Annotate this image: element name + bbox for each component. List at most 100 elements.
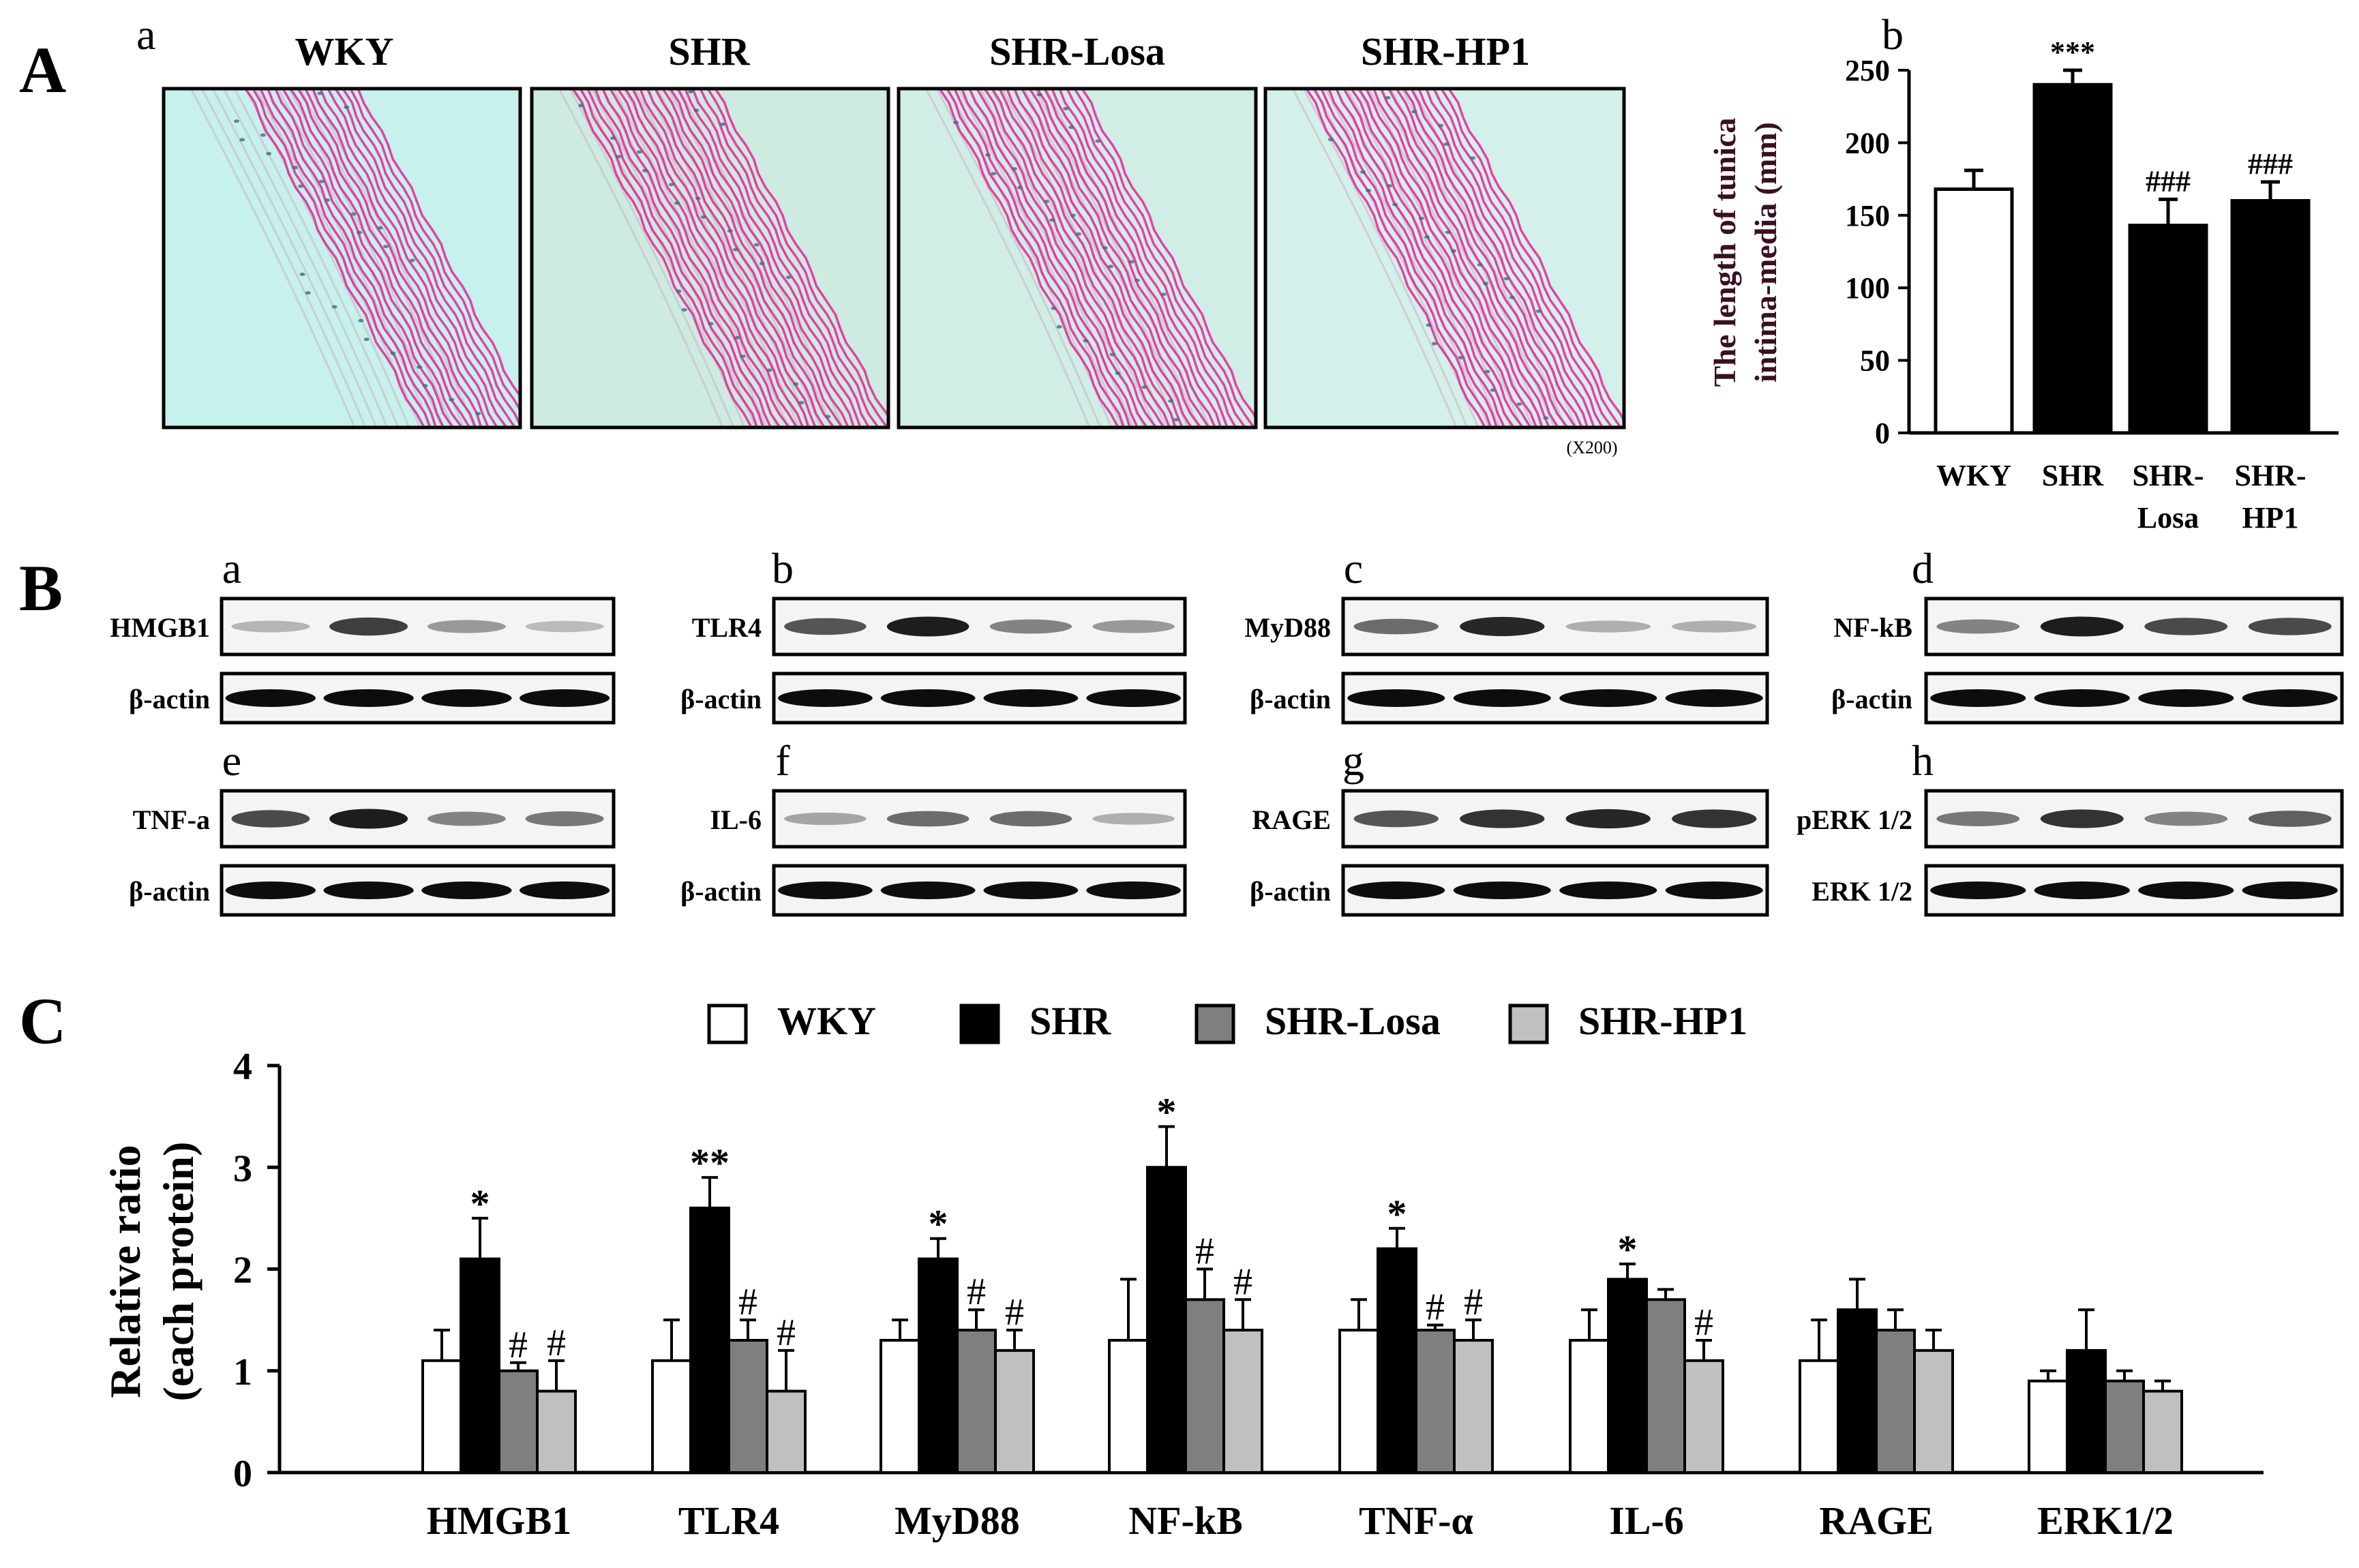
elastic-lamella xyxy=(1387,89,1569,427)
nucleus xyxy=(1445,230,1451,235)
bar xyxy=(994,1348,1035,1475)
blot-band xyxy=(989,811,1072,827)
elastic-lamella xyxy=(304,89,483,427)
blot-band xyxy=(525,620,604,633)
blot-band xyxy=(225,881,316,899)
nucleus xyxy=(1484,370,1490,374)
nucleus xyxy=(298,184,304,188)
nucleus xyxy=(1141,385,1147,389)
elastic-lamella xyxy=(327,89,508,427)
histology-frame xyxy=(530,87,890,429)
nucleus xyxy=(695,196,701,200)
blot-band xyxy=(421,881,512,899)
nucleus xyxy=(1543,416,1549,420)
blot-band xyxy=(2144,811,2228,826)
blot-target-label: NF-kB xyxy=(1833,612,1912,643)
bar xyxy=(2028,1379,2069,1475)
blot-sublabel: b xyxy=(772,544,794,592)
bar xyxy=(651,1359,692,1474)
blot-band xyxy=(231,810,310,828)
blot-loading-label: β-actin xyxy=(1250,684,1331,714)
nucleus xyxy=(1477,262,1483,267)
nucleus xyxy=(1426,323,1432,327)
elastic-lamella xyxy=(976,89,1158,427)
blot-band xyxy=(1347,881,1445,899)
nucleus xyxy=(825,414,831,419)
blot-band xyxy=(1460,809,1545,828)
elastic-lamella xyxy=(297,89,477,427)
elastic-lamella xyxy=(946,89,1126,427)
bar xyxy=(1108,1338,1149,1474)
blot-band xyxy=(778,689,873,707)
blot-sublabel: a xyxy=(222,544,241,592)
x-tick-label: NF-kB xyxy=(1128,1498,1243,1543)
nucleus xyxy=(693,108,700,112)
bar xyxy=(2066,1348,2107,1475)
elastic-lamella xyxy=(319,89,498,427)
legend-label: SHR xyxy=(1030,999,1111,1043)
x-tick-label: WKY xyxy=(1936,459,2011,492)
nucleus xyxy=(266,151,272,155)
nucleus xyxy=(985,153,991,157)
significance-label: # xyxy=(1233,1261,1252,1303)
blot-band xyxy=(421,689,512,707)
blot-band xyxy=(1665,881,1763,899)
elastic-lamella xyxy=(1006,89,1184,427)
blot-loading-label: ERK 1/2 xyxy=(1812,876,1912,907)
bar xyxy=(880,1338,920,1474)
bar xyxy=(421,1359,462,1474)
nucleus xyxy=(610,136,616,140)
y-tick-label: 0 xyxy=(1875,417,1890,450)
blot-loading-label: β-actin xyxy=(129,876,210,907)
blot-target-label: MyD88 xyxy=(1244,612,1331,643)
blot-sublabel: e xyxy=(222,736,241,785)
nucleus xyxy=(299,272,305,276)
elastic-lamella xyxy=(1440,89,1622,427)
nucleus xyxy=(1083,339,1089,343)
elastic-lamella xyxy=(998,89,1177,427)
elastic-lamella xyxy=(357,89,520,398)
x-tick-label: SHR- xyxy=(2132,459,2204,492)
blot-band xyxy=(886,616,970,637)
blot-band xyxy=(427,811,506,826)
nucleus xyxy=(798,401,805,405)
blot-band xyxy=(2138,881,2234,899)
bar xyxy=(1453,1338,1494,1474)
nucleus xyxy=(720,122,726,126)
blot-band xyxy=(1565,809,1651,829)
nucleus xyxy=(344,105,350,109)
nucleus xyxy=(953,121,959,125)
blot-band xyxy=(1936,811,2020,826)
blot-band xyxy=(1559,881,1657,899)
blot-band xyxy=(886,811,970,827)
panel-letter-a: A xyxy=(19,33,66,106)
elastic-lamella xyxy=(1350,89,1532,427)
elastic-lamella xyxy=(676,89,855,427)
elastic-lamella xyxy=(1335,89,1515,427)
nucleus xyxy=(740,355,746,359)
nucleus xyxy=(1011,167,1017,171)
nucleus xyxy=(363,337,370,342)
x-tick-label: ERK1/2 xyxy=(2037,1498,2174,1543)
significance-label: # xyxy=(738,1281,757,1323)
relative-ratio-chart: WKY SHR SHR-Losa SHR-HP1 Relative ratio (each… xyxy=(101,999,2264,1543)
x-tick-label: HMGB1 xyxy=(427,1498,572,1543)
elastic-lamella xyxy=(624,89,805,427)
elastic-lamella xyxy=(1417,89,1595,427)
elastic-lamella xyxy=(1051,89,1229,427)
y-tick-label: 3 xyxy=(233,1147,252,1190)
elastic-lamella xyxy=(1365,89,1544,427)
x-tick-label: HP1 xyxy=(2242,501,2298,534)
blot-band xyxy=(2242,689,2338,707)
blot-band xyxy=(880,881,976,899)
legend-label: SHR-Losa xyxy=(1265,999,1441,1043)
blot-sublabel: c xyxy=(1344,544,1363,592)
nucleus xyxy=(1490,388,1496,392)
blot-band xyxy=(2138,689,2234,707)
nucleus xyxy=(1386,184,1392,188)
elastic-lamella xyxy=(571,89,753,427)
bar xyxy=(498,1369,539,1474)
significance-label: # xyxy=(509,1324,528,1366)
blot-band xyxy=(778,881,873,899)
nucleus xyxy=(239,138,245,142)
